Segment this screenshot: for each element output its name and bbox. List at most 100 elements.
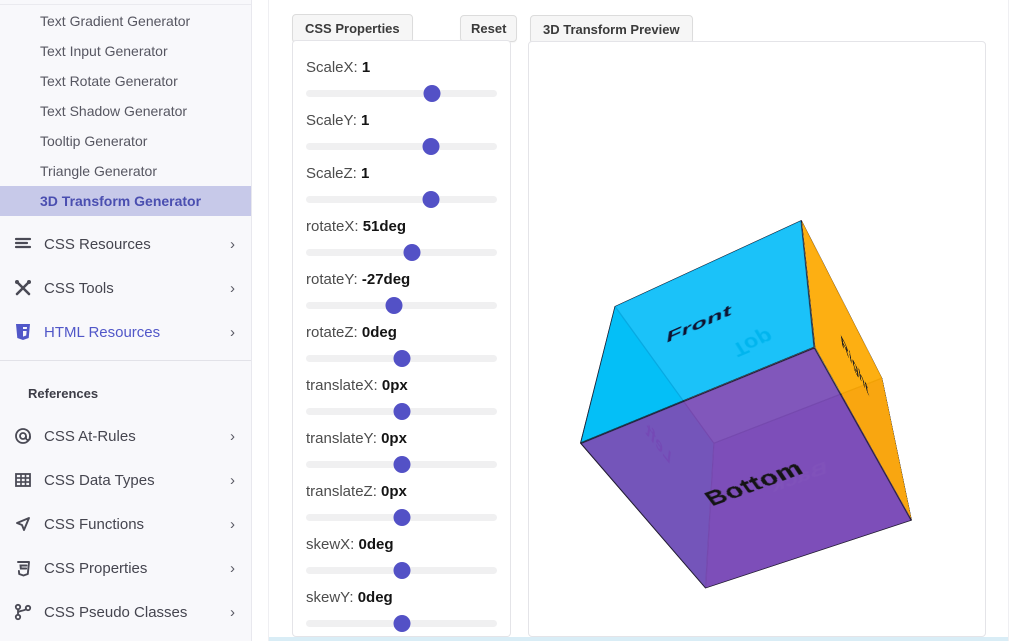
sidebar-item-text-gradient-generator[interactable]: Text Gradient Generator [40,13,191,29]
slider-name: ScaleY: [306,112,357,129]
slider-group-rotatex: rotateX: 51deg [306,216,497,261]
scaley-slider-track[interactable] [306,138,497,155]
slider-value: 0deg [358,536,394,553]
rotatex-slider-track[interactable] [306,244,497,261]
slider-label: rotateX: 51deg [306,216,497,238]
sidebar-item-css-resources[interactable]: CSS Resources › [0,222,251,266]
css-brackets-icon [14,559,32,577]
rotatex-slider-thumb[interactable] [403,244,421,261]
slider-name: translateY: [306,430,377,447]
slider-name: skewX: [306,536,355,553]
references-heading: References [28,386,99,401]
table-icon [14,471,32,489]
slider-label: rotateY: -27deg [306,269,497,291]
slider-group-skewx: skewX: 0deg [306,534,497,579]
scalex-slider-track[interactable] [306,85,497,102]
sidebar-item-html-resources[interactable]: HTML Resources › [0,310,251,354]
at-sign-icon [14,427,32,445]
html5-shield-icon [14,323,32,341]
sidebar-item-css-functions[interactable]: CSS Functions › [0,502,251,546]
slider-label: translateX: 0px [306,375,497,397]
translatey-slider-track[interactable] [306,456,497,473]
sidebar-item-triangle-generator[interactable]: Triangle Generator [40,163,157,179]
preview-tab[interactable]: 3D Transform Preview [530,15,693,44]
skewx-slider-track[interactable] [306,562,497,579]
slider-label: ScaleY: 1 [306,110,497,132]
slider-value: -27deg [361,271,411,288]
slider-label: ScaleX: 1 [306,57,497,79]
slider-value: 0px [381,430,407,447]
slider-group-scaley: ScaleY: 1 [306,110,497,155]
skewx-slider-thumb[interactable] [393,562,410,579]
sidebar-item-tooltip-generator[interactable]: Tooltip Generator [40,133,148,149]
scalez-slider-thumb[interactable] [422,191,440,208]
slider-name: rotateY: [306,271,358,288]
generator-submenu: Text Gradient Generator Text Input Gener… [0,6,251,216]
chevron-right-icon: › [230,427,235,445]
rotatey-slider-track[interactable] [306,297,497,314]
slider-group-scalez: ScaleZ: 1 [306,163,497,208]
skewy-slider-track[interactable] [306,615,497,632]
slider-value: 1 [361,165,370,182]
slider-group-skewy: skewY: 0deg [306,587,497,632]
scalex-slider-thumb[interactable] [423,85,441,102]
slider-value: 1 [361,59,371,76]
function-triangle-icon [14,515,32,533]
sidebar-item-css-data-types[interactable]: CSS Data Types › [0,458,251,502]
rotatez-slider-thumb[interactable] [393,350,410,367]
chevron-right-icon: › [230,471,235,489]
sidebar-item-text-input-generator[interactable]: Text Input Generator [40,43,168,59]
scaley-slider-thumb[interactable] [422,138,440,155]
sidebar-groups: CSS Resources › CSS Tools › HTML Resourc… [0,222,251,354]
sidebar-item-label: CSS Data Types [44,471,155,489]
slider-label: skewY: 0deg [306,587,497,609]
sidebar-item-label: HTML Resources [44,323,161,341]
sidebar-item-css-tools[interactable]: CSS Tools › [0,266,251,310]
sidebar-references: CSS At-Rules › CSS Data Types › CSS Func… [0,414,251,634]
translatez-slider-track[interactable] [306,509,497,526]
slider-group-rotatez: rotateZ: 0deg [306,322,497,367]
sidebar-item-text-shadow-generator[interactable]: Text Shadow Generator [40,103,188,119]
tools-icon [14,279,32,297]
translatex-slider-thumb[interactable] [393,403,410,420]
sidebar-item-css-at-rules[interactable]: CSS At-Rules › [0,414,251,458]
slider-value: 0px [381,483,407,500]
slider-group-scalex: ScaleX: 1 [306,57,497,102]
rotatey-slider-thumb[interactable] [385,297,403,314]
sidebar-item-label: CSS At-Rules [44,427,136,445]
slider-label: translateZ: 0px [306,481,497,503]
slider-name: ScaleZ: [306,165,357,182]
scalez-slider-track[interactable] [306,191,497,208]
rotatez-slider-track[interactable] [306,350,497,367]
sidebar: Text Gradient Generator Text Input Gener… [0,0,252,641]
slider-label: ScaleZ: 1 [306,163,497,185]
slider-group-translatex: translateX: 0px [306,375,497,420]
sidebar-item-3d-transform-generator-active[interactable]: 3D Transform Generator [0,186,251,216]
chevron-right-icon: › [230,559,235,577]
sidebar-item-label: CSS Resources [44,235,151,253]
sidebar-item-css-pseudo-classes[interactable]: CSS Pseudo Classes › [0,590,251,634]
translatey-slider-thumb[interactable] [393,456,410,473]
slider-name: rotateZ: [306,324,358,341]
css-properties-tab[interactable]: CSS Properties [292,14,413,43]
sidebar-item-text-rotate-generator[interactable]: Text Rotate Generator [40,73,178,89]
chevron-right-icon: › [230,323,235,341]
slider-name: translateZ: [306,483,377,500]
slider-label: skewX: 0deg [306,534,497,556]
sidebar-item-css-properties[interactable]: CSS Properties › [0,546,251,590]
slider-name: rotateX: [306,218,359,235]
slider-label: translateY: 0px [306,428,497,450]
translatez-slider-thumb[interactable] [393,509,410,526]
skewy-slider-thumb[interactable] [393,615,410,632]
css-properties-card: ScaleX: 1 ScaleY: 1 ScaleZ: 1 rotateX: 5… [292,40,511,637]
slider-group-translatey: translateY: 0px [306,428,497,473]
content-frame [268,0,1009,641]
reset-button[interactable]: Reset [460,15,518,42]
slider-label: rotateZ: 0deg [306,322,497,344]
slider-name: skewY: [306,589,354,606]
sidebar-item-label: CSS Pseudo Classes [44,603,188,621]
slider-value: 0deg [357,589,393,606]
translatex-slider-track[interactable] [306,403,497,420]
cube-scene: Front Back Right Left Top Bottom [580,220,912,589]
